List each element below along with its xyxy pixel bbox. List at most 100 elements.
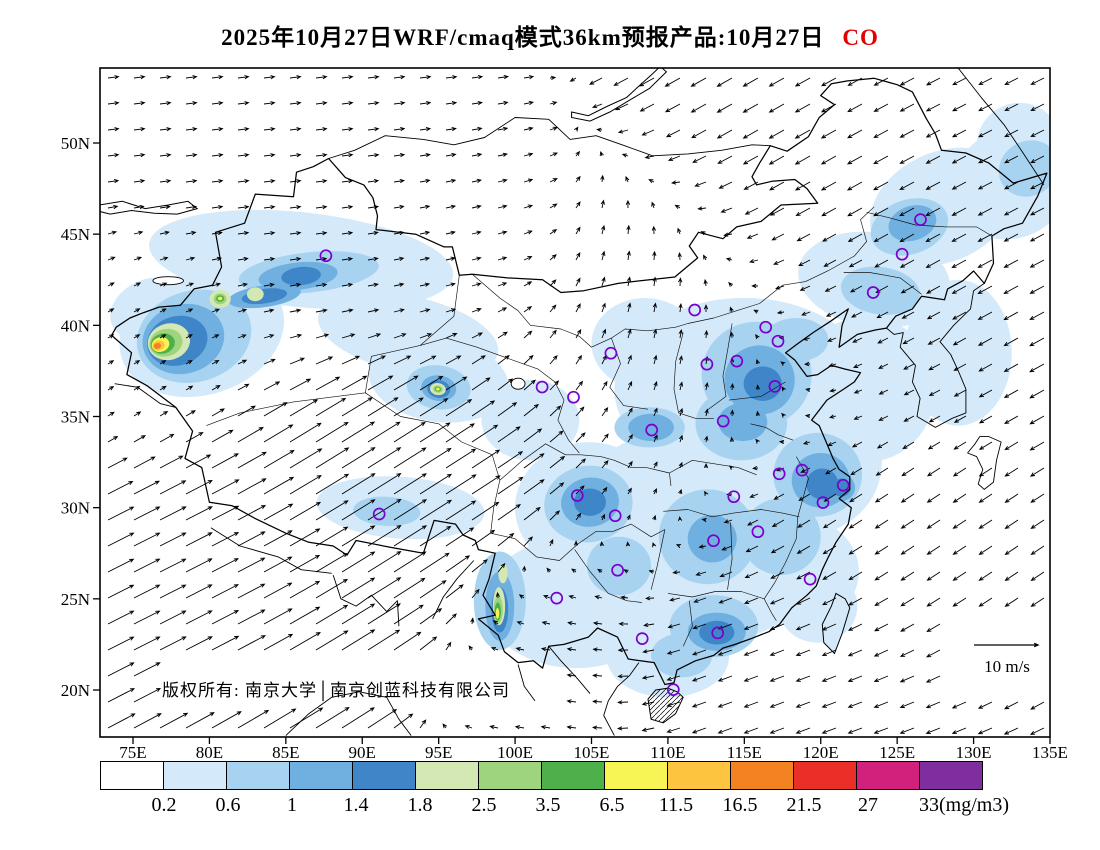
wind-arrow <box>900 571 915 581</box>
wind-arrow <box>133 558 161 573</box>
wind-arrow <box>289 580 321 599</box>
wind-arrow <box>445 204 457 209</box>
wind-arrow <box>211 153 224 158</box>
wind-arrow <box>107 506 135 521</box>
wind-arrow <box>927 337 941 345</box>
wind-arrow <box>315 552 349 573</box>
co-field-patch <box>806 468 839 500</box>
wind-arrow <box>822 571 837 580</box>
wind-arrow <box>925 129 941 138</box>
wind-arrow <box>638 77 655 87</box>
wind-arrow <box>652 302 657 313</box>
wind-arrow <box>263 231 276 236</box>
wind-arrow <box>263 608 293 625</box>
wind-arrow <box>289 179 302 184</box>
wind-arrow <box>1004 519 1019 530</box>
wind-arrow <box>393 333 407 339</box>
co-field-patch <box>246 287 264 302</box>
co-field-patch <box>591 298 699 390</box>
page-title: 2025年10月27日WRF/cmaq模式36km预报产品:10月27日 CO <box>0 18 1100 52</box>
wind-arrow <box>652 542 657 548</box>
wind-arrow <box>263 153 276 158</box>
wind-arrow <box>853 389 863 394</box>
wind-arrow <box>775 285 785 290</box>
wind-arrow <box>874 259 889 268</box>
wind-arrow <box>795 649 811 656</box>
wind-arrow <box>778 439 785 445</box>
wind-arrow <box>795 623 811 631</box>
province-border <box>750 423 794 441</box>
wind-arrow <box>211 101 224 106</box>
wind-arrow <box>419 580 447 599</box>
wind-arrow <box>549 405 562 417</box>
wind-arrow <box>566 699 577 704</box>
wind-arrow <box>393 256 405 261</box>
colorbar-label: 11.5 <box>658 794 694 816</box>
wind-arrow <box>541 621 551 626</box>
wind-arrow <box>445 256 456 261</box>
wind-arrow <box>107 178 120 184</box>
wind-arrow <box>133 385 141 391</box>
wind-arrow <box>107 386 115 391</box>
wind-arrow <box>769 701 785 708</box>
province-border <box>843 272 922 295</box>
wind-arrow <box>419 282 431 287</box>
wind-arrow <box>367 629 401 651</box>
wind-arrow <box>848 545 863 555</box>
wind-arrow <box>601 302 606 313</box>
wind-arrow <box>289 399 319 417</box>
wind-arrow <box>853 415 863 420</box>
wind-arrow <box>703 462 709 469</box>
wind-arrow <box>852 337 863 343</box>
wind-arrow <box>925 103 941 112</box>
wind-arrow <box>367 308 380 313</box>
wind-arrow <box>185 610 213 625</box>
station-marker <box>771 334 785 348</box>
wind-arrow <box>289 256 302 262</box>
wind-arrow <box>575 354 582 365</box>
wind-arrow <box>445 555 471 573</box>
wind-arrow <box>769 181 785 191</box>
province-border <box>673 332 714 419</box>
station-marker <box>795 463 809 477</box>
colorbar-segment <box>415 761 479 790</box>
co-field-patch <box>840 266 920 315</box>
foreign-boundary-line <box>285 691 412 736</box>
y-tick-label: 30N <box>61 499 90 518</box>
wind-arrow <box>549 482 565 495</box>
foreign-boundary-line <box>957 68 1045 186</box>
colorbar-segment <box>478 761 542 790</box>
wind-arrow <box>596 127 603 132</box>
wind-arrow <box>419 636 438 651</box>
wind-arrow <box>821 675 837 682</box>
wind-arrow <box>185 360 193 365</box>
wind-arrow <box>804 413 811 419</box>
wind-arrow <box>393 178 406 184</box>
wind-arrow <box>951 233 967 242</box>
wind-arrow <box>575 150 581 157</box>
wind-arrow <box>107 532 135 547</box>
wind-arrow <box>263 503 294 521</box>
wind-arrow <box>523 330 533 339</box>
foreign-boundary-line <box>886 283 985 428</box>
wind-arrow <box>1003 233 1019 242</box>
wind-arrow <box>1003 207 1019 216</box>
wind-arrow <box>902 441 915 450</box>
wind-arrow <box>341 282 354 287</box>
wind-arrow <box>263 256 276 262</box>
wind-arrow <box>1004 129 1019 138</box>
wind-arrow <box>899 675 915 683</box>
wind-arrow <box>753 309 759 314</box>
colorbar-label: 0.6 <box>215 794 241 816</box>
wind-arrow <box>133 230 144 235</box>
wind-arrow <box>341 256 354 262</box>
co-field-patch <box>718 402 768 442</box>
wind-arrow <box>729 306 734 313</box>
station-marker <box>730 354 744 368</box>
x-tick-label: 100E <box>497 743 533 762</box>
wind-arrow <box>489 725 499 730</box>
wind-arrow <box>592 725 603 730</box>
wind-arrow <box>289 707 324 729</box>
wind-arrow <box>678 329 683 339</box>
wind-arrow <box>237 205 250 210</box>
